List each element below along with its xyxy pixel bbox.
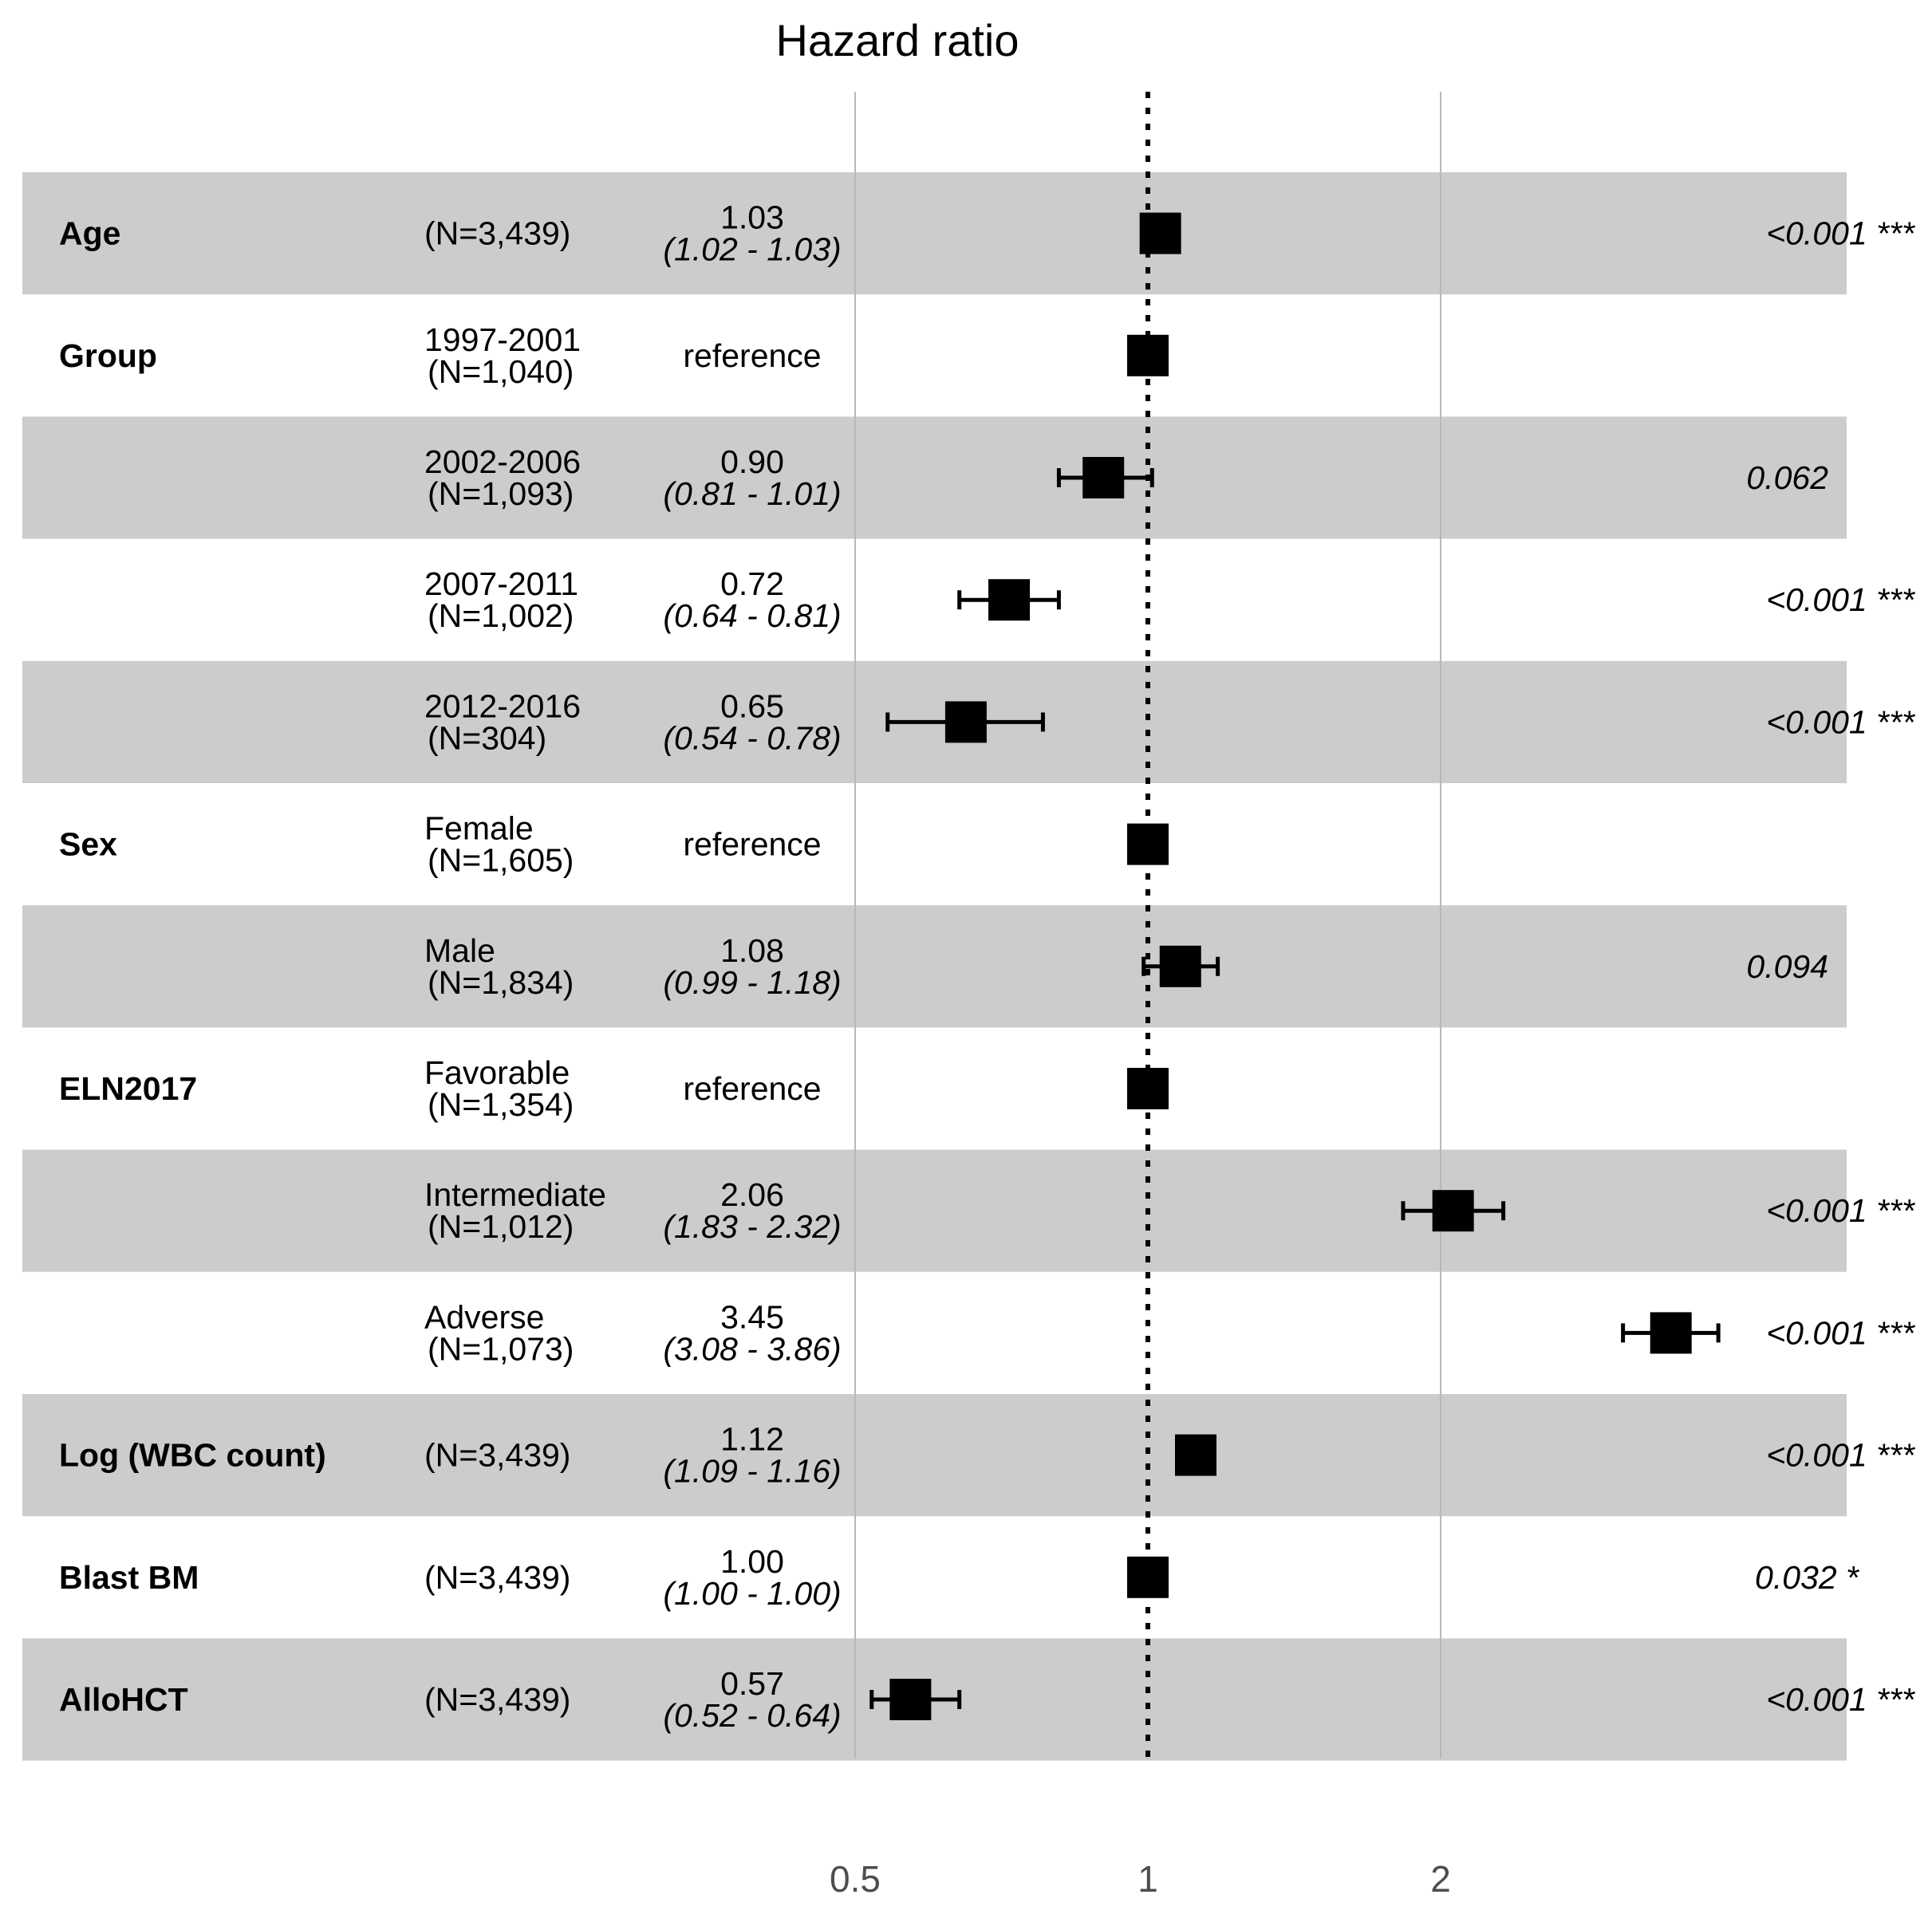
hr-point [1432, 1190, 1474, 1232]
n-label: (N=3,439) [424, 215, 570, 252]
variable-label: Blast BM [59, 1559, 199, 1596]
variable-label: ELN2017 [59, 1070, 197, 1107]
p-value-label: 0.032 * [1755, 1559, 1860, 1596]
p-value-label: <0.001 *** [1766, 1192, 1916, 1229]
ci-label: (1.09 - 1.16) [663, 1453, 841, 1490]
level-label: Intermediate [424, 1176, 606, 1213]
p-value-label: 0.062 [1746, 459, 1828, 496]
hr-point [889, 1679, 932, 1720]
n-label: (N=3,439) [424, 1681, 570, 1718]
hr-label: 0.72 [720, 565, 784, 602]
ci-label: (3.08 - 3.86) [663, 1330, 841, 1367]
p-value-label: <0.001 *** [1766, 1437, 1916, 1474]
variable-label: Sex [59, 826, 117, 863]
hr-point [1127, 334, 1169, 376]
n-label: (N=304) [428, 719, 546, 756]
hr-label: 0.65 [720, 687, 784, 724]
x-tick-label: 0.5 [830, 1858, 881, 1900]
ci-label: (0.64 - 0.81) [663, 597, 841, 634]
hr-label: 1.03 [720, 199, 784, 236]
level-label: Female [424, 810, 534, 847]
n-label: (N=1,012) [428, 1208, 574, 1245]
hr-point [1127, 1068, 1169, 1109]
hr-point [1082, 457, 1125, 498]
n-label: (N=1,002) [428, 597, 574, 634]
hr-label: 1.00 [720, 1543, 784, 1580]
hr-label: reference [683, 1070, 821, 1107]
hr-point [988, 579, 1031, 621]
hr-label: 0.57 [720, 1665, 784, 1702]
row-band [22, 905, 1847, 1028]
n-label: (N=3,439) [424, 1559, 570, 1596]
row-labels: Age (N=3,439) 1.03(1.02 - 1.03) <0.001 *** G… [59, 199, 1916, 1734]
hr-label: 2.06 [720, 1176, 784, 1213]
row-band [22, 172, 1847, 295]
variable-label: Log (WBC count) [59, 1437, 326, 1474]
ci-label: (1.00 - 1.00) [663, 1575, 841, 1612]
hazard-ratio-points [889, 212, 1692, 1720]
row-band [22, 1394, 1847, 1517]
x-tick-label: 1 [1138, 1858, 1158, 1900]
level-label: Male [424, 932, 495, 969]
p-value-label: <0.001 *** [1766, 1314, 1916, 1351]
x-tick-label: 2 [1430, 1858, 1451, 1900]
n-label: (N=1,073) [428, 1330, 574, 1367]
gridlines [854, 92, 1441, 1758]
variable-label: Age [59, 215, 120, 252]
level-label: 2007-2011 [424, 565, 578, 602]
ci-label: (1.83 - 2.32) [663, 1208, 841, 1245]
n-label: (N=1,040) [428, 353, 574, 390]
n-label: (N=1,354) [428, 1086, 574, 1123]
hr-point [1650, 1312, 1692, 1354]
hr-label: 1.12 [720, 1421, 784, 1458]
p-value-label: 0.094 [1746, 948, 1828, 985]
ci-label: (0.81 - 1.01) [663, 475, 841, 512]
variable-label: AlloHCT [59, 1681, 188, 1718]
x-axis-ticks: 0.5 1 2 [830, 1858, 1451, 1900]
hr-label: 1.08 [720, 932, 784, 969]
level-label: 2002-2006 [424, 443, 581, 480]
p-value-label: <0.001 *** [1766, 215, 1916, 252]
hr-point [1127, 1556, 1169, 1598]
level-label: 2012-2016 [424, 687, 581, 724]
p-value-label: <0.001 *** [1766, 703, 1916, 740]
hr-point [944, 701, 987, 743]
level-label: 1997-2001 [424, 321, 581, 358]
hr-point [1175, 1434, 1217, 1476]
n-label: (N=1,605) [428, 842, 574, 879]
level-label: Favorable [424, 1054, 570, 1091]
ci-label: (1.02 - 1.03) [663, 231, 841, 268]
n-label: (N=1,093) [428, 475, 574, 512]
hr-point [1159, 945, 1201, 987]
n-label: (N=1,834) [428, 964, 574, 1001]
hr-label: reference [683, 826, 821, 863]
hr-label: 0.90 [720, 443, 784, 480]
row-band [22, 1149, 1847, 1272]
hr-label: 3.45 [720, 1298, 784, 1335]
p-value-label: <0.001 *** [1766, 1681, 1916, 1718]
level-label: Adverse [424, 1298, 544, 1335]
chart-title: Hazard ratio [775, 15, 1019, 65]
p-value-label: <0.001 *** [1766, 581, 1916, 618]
n-label: (N=3,439) [424, 1437, 570, 1474]
ci-label: (0.99 - 1.18) [663, 964, 841, 1001]
ci-label: (0.54 - 0.78) [663, 719, 841, 756]
row-bands [22, 172, 1847, 1761]
row-band [22, 416, 1847, 539]
hr-label: reference [683, 337, 821, 374]
variable-label: Group [59, 337, 157, 374]
hr-point [1139, 212, 1181, 254]
hr-point [1127, 823, 1169, 865]
ci-label: (0.52 - 0.64) [663, 1697, 841, 1734]
